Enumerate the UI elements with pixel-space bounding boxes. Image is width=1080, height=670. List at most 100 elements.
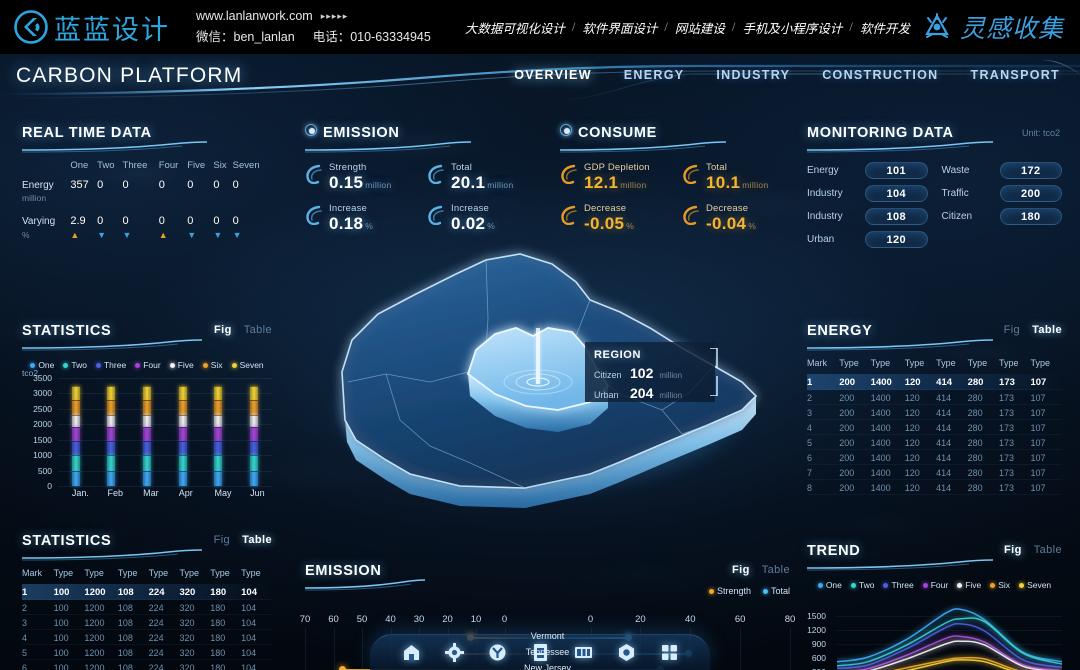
toggle-fig[interactable]: Fig <box>732 564 750 576</box>
table-cell: 414 <box>936 480 967 495</box>
toggle-fig[interactable]: Fig <box>1004 544 1022 556</box>
toggle-table[interactable]: Table <box>243 324 272 336</box>
arc-swirl-icon <box>683 164 699 184</box>
kpi-label: Increase <box>329 202 368 214</box>
table-cell: 224 <box>149 600 180 615</box>
toggle-fig[interactable]: Fig <box>1003 324 1021 336</box>
toggle-fig[interactable]: Fig <box>214 324 232 336</box>
settings-gear-icon[interactable] <box>444 642 465 663</box>
collector-logo-icon <box>925 13 949 38</box>
table-row[interactable]: 7 200 1400 120 414 280 173 107 <box>807 465 1062 480</box>
dashboard-icon[interactable] <box>573 642 594 663</box>
toggle-table[interactable]: Table <box>242 534 272 546</box>
nav-item-overview[interactable]: OVERVIEW <box>514 68 592 82</box>
statistics-y-tick: 1000 <box>33 450 52 461</box>
table-cell: 224 <box>149 660 180 670</box>
kpi-label: Decrease <box>706 202 749 214</box>
legend-label: One <box>38 360 55 370</box>
monitoring-row: Citizen 180 <box>942 208 1062 225</box>
kpi-text: GDP Depletion 12.1 million <box>584 162 650 193</box>
kpi-label: Decrease <box>584 202 627 214</box>
statistics-y-tick: 2000 <box>33 419 52 430</box>
table-cell: 8 <box>807 480 839 495</box>
table-row[interactable]: 4 100 1200 108 224 320 180 104 <box>22 630 272 645</box>
table-row[interactable]: 5 200 1400 120 414 280 173 107 <box>807 435 1062 450</box>
butterfly-left-tick: 40 <box>385 614 396 625</box>
region-map[interactable] <box>290 232 800 532</box>
table-row[interactable]: 5 100 1200 108 224 320 180 104 <box>22 645 272 660</box>
butterfly-left-tick: 50 <box>356 614 368 625</box>
dashboard-root: CARBON PLATFORM OVERVIEW ENERGY INDUSTRY CO… <box>0 54 1080 670</box>
consume-bullet-icon <box>560 124 572 136</box>
grid-apps-icon[interactable] <box>659 642 680 663</box>
toggle-table[interactable]: Table <box>1033 544 1062 556</box>
butterfly-right-tick: 80 <box>784 614 796 625</box>
statistics-gridline <box>58 439 272 441</box>
statistics-bar-chart: tco2 3500 3000 2500 2000 1500 1000 500 0 Jan. Fe… <box>22 368 272 503</box>
arc-swirl-icon <box>306 164 322 184</box>
wechat-info: 微信：ben_lanlan <box>196 30 295 44</box>
column-header: Type <box>179 568 199 578</box>
region-tooltip-key: Urban <box>594 390 619 400</box>
statistics-y-tick: 3500 <box>33 373 52 383</box>
legend-label: Six <box>998 580 1011 590</box>
table-row[interactable]: 8 200 1400 120 414 280 173 107 <box>807 480 1062 495</box>
document-icon[interactable] <box>530 642 551 663</box>
statistics-bar-segment <box>214 427 223 442</box>
rtd-trend-cell <box>123 192 159 204</box>
kpi-unit: % <box>626 220 635 231</box>
table-row[interactable]: 6 100 1200 108 224 320 180 104 <box>22 660 272 670</box>
table-row[interactable]: 3 100 1200 108 224 320 180 104 <box>22 615 272 630</box>
rtd-trend-cell: ▼ <box>187 228 213 242</box>
table-cell: 173 <box>999 480 1030 495</box>
table-cell: 3 <box>22 615 54 630</box>
nav-item-industry[interactable]: INDUSTRY <box>716 68 791 82</box>
table-row[interactable]: 3 200 1400 120 414 280 173 107 <box>807 405 1062 420</box>
map-highlight-region-side <box>468 374 608 432</box>
main-nav: OVERVIEW ENERGY INDUSTRY CONSTRUCTION TRANSP… <box>514 68 1060 82</box>
energy-data-table: Mark Type Type Type Type Type Type Type 1 200 140… <box>807 358 1062 495</box>
toggle-table[interactable]: Table <box>761 564 790 576</box>
kpi-value: 20.1 million <box>451 173 514 192</box>
legend-swatch <box>30 362 36 368</box>
table-row[interactable]: 2 200 1400 120 414 280 173 107 <box>807 390 1062 405</box>
table-row[interactable]: 4 200 1400 120 414 280 173 107 <box>807 420 1062 435</box>
nav-item-energy[interactable]: ENERGY <box>623 68 685 82</box>
rtd-row: Varying 2.9 0 0 0 0 0 0 <box>22 214 272 228</box>
statistics-bar-segment <box>214 385 223 400</box>
target-icon[interactable] <box>487 642 508 663</box>
table-row[interactable]: 6 200 1400 120 414 280 173 107 <box>807 450 1062 465</box>
nav-item-transport[interactable]: TRANSPORT <box>970 68 1060 82</box>
statistics-bar-segment <box>143 385 152 400</box>
table-cell: 107 <box>1030 420 1062 435</box>
toggle-fig[interactable]: Fig <box>213 534 231 546</box>
table-row[interactable]: 2 100 1200 108 224 320 180 104 <box>22 600 272 615</box>
table-cell: 200 <box>839 480 870 495</box>
hexagon-icon[interactable] <box>616 642 637 663</box>
rtd-subrow: million <box>22 192 272 204</box>
nav-item-construction[interactable]: CONSTRUCTION <box>822 68 939 82</box>
table-cell: 2 <box>807 390 839 405</box>
table-row[interactable]: 1 200 1400 120 414 280 173 107 <box>807 374 1062 390</box>
column-header: Type <box>84 568 104 578</box>
real-time-data-heading: REAL TIME DATA <box>22 124 272 153</box>
toggle-table[interactable]: Table <box>1032 324 1062 336</box>
legend-swatch <box>990 582 996 588</box>
table-cell: 108 <box>118 584 149 600</box>
legend-item: Strength <box>708 586 751 596</box>
kpi-item: Decrease -0.04% <box>682 203 790 234</box>
statistics-bar-segment <box>143 415 152 428</box>
column-header: Type <box>148 568 169 578</box>
home-icon[interactable] <box>401 642 422 663</box>
table-cell: 200 <box>839 390 870 405</box>
service-item: 网站建设 <box>674 21 725 36</box>
table-row[interactable]: 1 100 1200 108 224 320 180 104 <box>22 584 272 600</box>
table-cell: 224 <box>149 645 180 660</box>
statistics-x-tick: Feb <box>107 488 123 498</box>
trend-gridline <box>837 616 1062 617</box>
legend-item: Six <box>990 580 1010 590</box>
monitoring-value: 101 <box>865 162 928 179</box>
trend-y-tick: 900 <box>811 639 826 649</box>
table-cell: 120 <box>905 420 936 435</box>
statistics-bar-segment <box>214 415 223 428</box>
